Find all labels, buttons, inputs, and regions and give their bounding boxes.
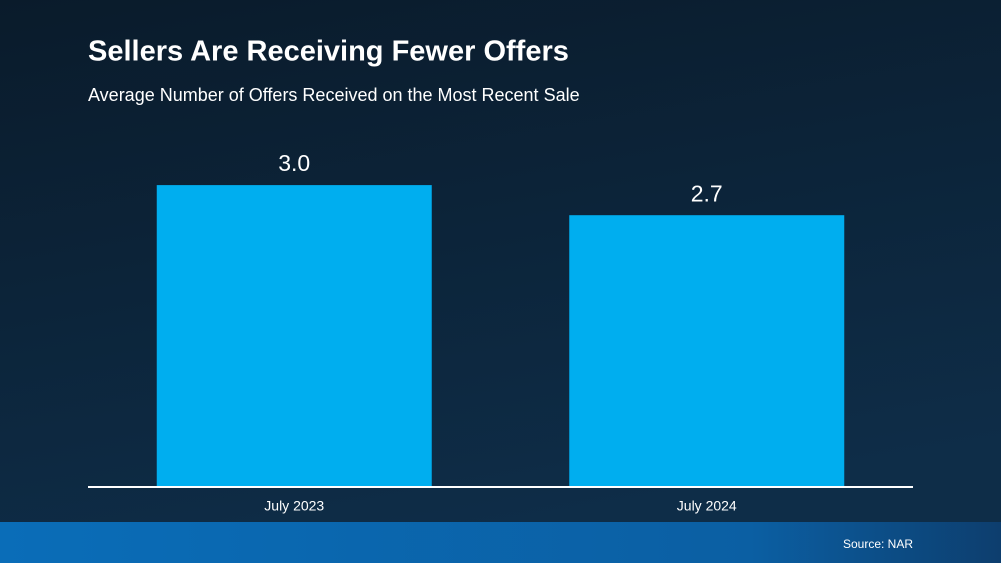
value-label: 2.7	[691, 180, 723, 206]
x-tick-label: July 2024	[677, 498, 737, 514]
value-label: 3.0	[278, 150, 310, 176]
bar	[569, 215, 845, 486]
bar	[156, 185, 432, 486]
source: Source: NAR	[843, 537, 913, 551]
x-tick-label: July 2023	[264, 498, 324, 514]
chart-title: Sellers Are Receiving Fewer Offers	[88, 36, 569, 68]
footer-band	[0, 522, 1001, 563]
chart-subtitle: Average Number of Offers Received on the…	[88, 85, 580, 105]
